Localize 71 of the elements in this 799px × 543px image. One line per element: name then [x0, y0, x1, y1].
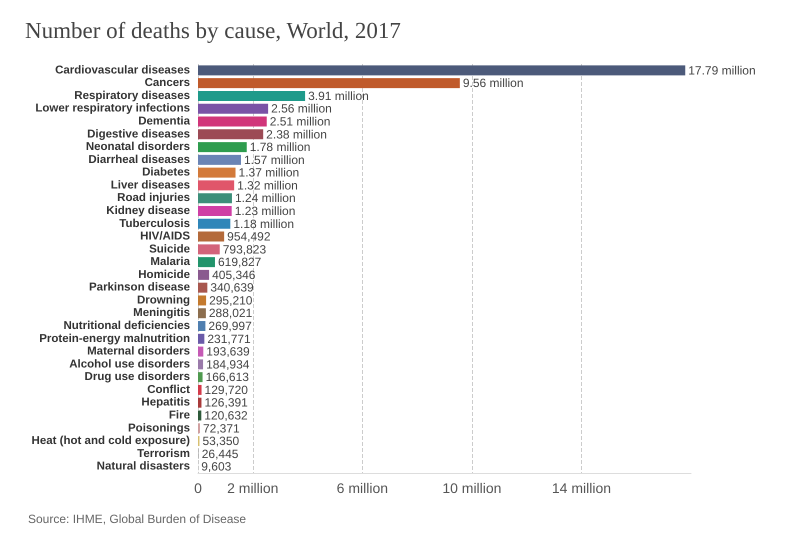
y-tick-label: Fire	[168, 409, 190, 422]
y-tick-label: Maternal disorders	[87, 346, 190, 358]
y-tick-label: Alcohol use disorders	[69, 358, 190, 370]
data-label: 1.57 million	[244, 152, 305, 167]
data-label: 3.91 million	[308, 88, 369, 103]
data-label: 26,445	[202, 446, 239, 461]
data-label: 2.38 million	[266, 127, 327, 142]
data-label: 1.78 million	[250, 140, 310, 154]
y-tick-label: Homicide	[138, 268, 190, 281]
data-label: 1.32 million	[237, 178, 298, 192]
data-label: 129,720	[204, 382, 248, 397]
data-label: 231,771	[207, 332, 252, 346]
y-tick-label: Cardiovascular diseases	[55, 64, 190, 76]
data-label: 295,210	[209, 293, 253, 308]
data-label: 17.79 million	[688, 63, 756, 78]
y-tick-label: Poisonings	[128, 422, 190, 434]
data-label: 340,639	[210, 280, 254, 295]
data-label: 1.23 million	[234, 204, 296, 218]
y-tick-label: Natural disasters	[96, 460, 190, 473]
data-label: 405,346	[212, 268, 256, 282]
data-label: 793,823	[222, 242, 266, 256]
chart-title: Number of deaths by cause, World, 2017	[25, 18, 401, 43]
data-label: 9.56 million	[462, 76, 524, 90]
y-tick-label: HIV/AIDS	[140, 230, 190, 243]
data-label: 2.56 million	[271, 102, 332, 116]
data-label: 619,827	[218, 255, 262, 270]
y-tick-label: Cancers	[144, 77, 190, 90]
data-label: 954,492	[227, 230, 271, 244]
data-label: 126,391	[204, 396, 248, 410]
data-label: 72,371	[202, 421, 240, 436]
data-label: 9,603	[201, 460, 232, 474]
data-label: 1.18 million	[233, 216, 294, 231]
y-tick-label: Malaria	[150, 256, 191, 268]
y-tick-label: Terrorism	[137, 448, 190, 460]
data-label: 288,021	[208, 306, 253, 320]
y-tick-label: Kidney disease	[106, 204, 190, 217]
data-label: 1.37 million	[238, 166, 300, 180]
y-tick-label: Diarrheal diseases	[88, 154, 190, 166]
y-tick-label: Digestive diseases	[87, 128, 190, 140]
y-tick-label: Respiratory diseases	[74, 90, 190, 102]
data-label: 269,997	[208, 319, 252, 334]
y-tick-label: Liver diseases	[110, 179, 190, 192]
y-tick-label: Heat (hot and cold exposure)	[32, 435, 190, 448]
data-label: 53,350	[202, 434, 240, 448]
y-tick-label: Protein-energy malnutrition	[39, 332, 190, 345]
y-tick-label: Lower respiratory infections	[35, 102, 190, 115]
x-tick-label: 2 million	[227, 480, 278, 496]
y-tick-label: Drowning	[136, 294, 190, 306]
y-tick-label: Meningitis	[133, 307, 190, 320]
y-tick-label: Drug use disorders	[84, 371, 190, 384]
data-label: 184,934	[206, 357, 250, 372]
x-tick-label: 0	[194, 480, 202, 496]
x-tick-label: 6 million	[336, 480, 388, 496]
x-tick-label: 10 million	[442, 480, 502, 496]
y-tick-label: Dementia	[138, 116, 191, 128]
data-label: 193,639	[206, 344, 250, 359]
y-tick-label: Tuberculosis	[119, 218, 190, 230]
y-tick-label: Parkinson disease	[89, 282, 190, 294]
x-tick-label: 14 million	[552, 480, 612, 496]
y-tick-label: Neonatal disorders	[86, 141, 190, 154]
data-label: 2.51 million	[270, 114, 330, 129]
y-tick-label: Hepatitis	[141, 396, 190, 409]
data-label: 166,613	[206, 370, 250, 384]
y-tick-label: Suicide	[149, 243, 190, 256]
data-label: 1.24 million	[234, 191, 296, 206]
y-tick-label: Diabetes	[142, 166, 190, 179]
y-tick-label: Road injuries	[117, 192, 190, 204]
data-label: 120,632	[204, 408, 248, 422]
source-note: Source: IHME, Global Burden of Disease	[28, 512, 246, 526]
y-tick-label: Nutritional deficiencies	[63, 320, 190, 332]
y-tick-label: Conflict	[147, 384, 190, 396]
